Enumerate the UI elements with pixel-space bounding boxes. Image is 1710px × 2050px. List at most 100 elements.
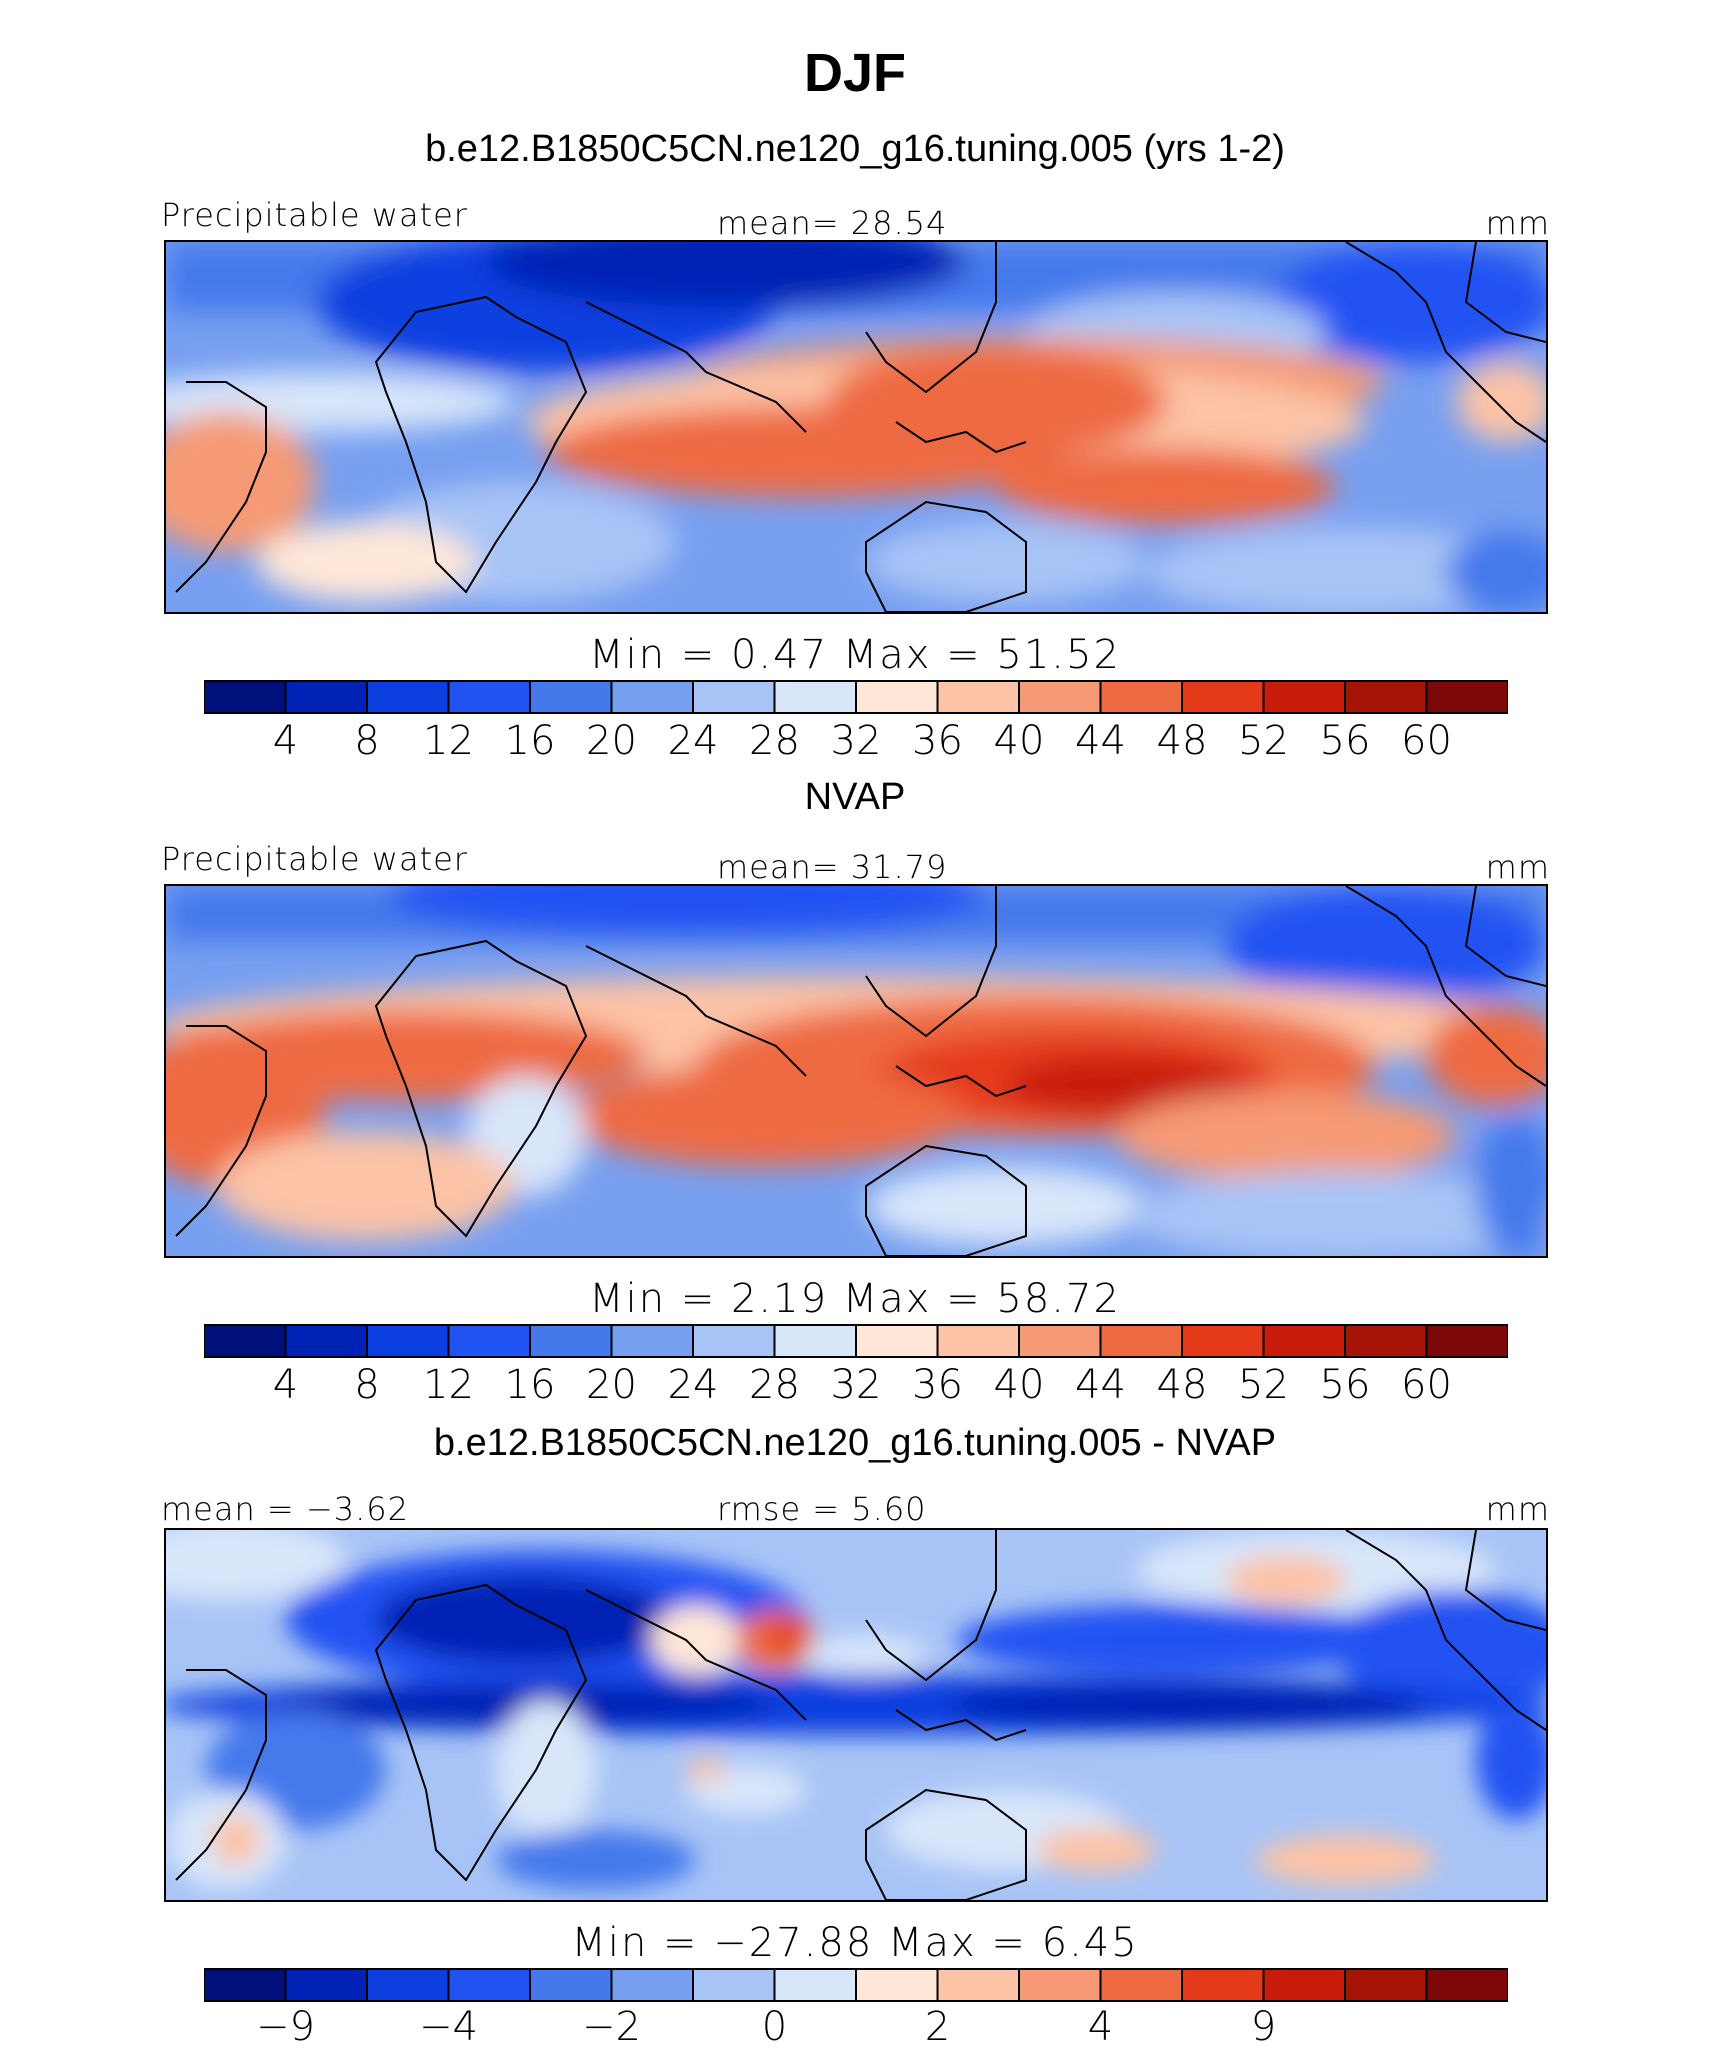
colorbar-swatch bbox=[529, 680, 613, 714]
colorbar-tick-label: 16 bbox=[504, 1362, 556, 1408]
panel-3-map bbox=[164, 1528, 1548, 1902]
colorbar-tick-label: 4 bbox=[272, 1362, 299, 1408]
colorbar-tick-label: 44 bbox=[1075, 718, 1126, 764]
colorbar-swatch bbox=[1344, 680, 1428, 714]
colorbar-swatch bbox=[1262, 1968, 1346, 2002]
colorbar-swatch bbox=[366, 1324, 450, 1358]
panel-2-map bbox=[164, 884, 1548, 1258]
panel-1-title: b.e12.B1850C5CN.ne120_g16.tuning.005 (yr… bbox=[425, 128, 1285, 170]
colorbar-tick-label: 9 bbox=[1250, 2004, 1277, 2050]
colorbar-swatch bbox=[1344, 1968, 1428, 2002]
colorbar-tick-label: 56 bbox=[1319, 1362, 1371, 1408]
colorbar-tick-label: 36 bbox=[912, 1362, 963, 1408]
panel-3-minmax-label: Min = −27.88 Max = 6.45 bbox=[571, 1920, 1139, 1966]
colorbar-tick-label: 60 bbox=[1401, 1362, 1452, 1408]
colorbar-tick-label: 4 bbox=[272, 718, 299, 764]
colorbar-tick-label: 48 bbox=[1156, 718, 1208, 764]
colorbar-tick-label: 4 bbox=[1087, 2004, 1114, 2050]
colorbar-swatch bbox=[773, 1968, 857, 2002]
panel-2-title: NVAP bbox=[804, 776, 906, 818]
colorbar-tick-label: 2 bbox=[924, 2004, 951, 2050]
colorbar-tick-label: 12 bbox=[423, 718, 474, 764]
colorbar-swatch bbox=[284, 1968, 368, 2002]
panel-3-mean-label: mean = −3.62 bbox=[161, 1490, 409, 1528]
colorbar-svg bbox=[203, 680, 1509, 714]
colorbar-swatch bbox=[529, 1968, 613, 2002]
colorbar-swatch bbox=[203, 1324, 287, 1358]
colorbar-swatch bbox=[610, 680, 694, 714]
panel-2-minmax-label: Min = 2.19 Max = 58.72 bbox=[589, 1276, 1121, 1322]
panel-2-colorbar bbox=[203, 1324, 1509, 1358]
colorbar-swatch bbox=[855, 1324, 939, 1358]
colorbar-swatch bbox=[203, 1968, 287, 2002]
colorbar-swatch bbox=[1425, 1324, 1509, 1358]
colorbar-swatch bbox=[692, 1324, 776, 1358]
colorbar-swatch bbox=[1425, 1968, 1509, 2002]
colorbar-tick-label: 40 bbox=[993, 718, 1045, 764]
colorbar-swatch bbox=[1018, 680, 1102, 714]
colorbar-tick-label: −9 bbox=[256, 2004, 315, 2050]
colorbar-tick-label: −2 bbox=[582, 2004, 641, 2050]
colorbar-swatch bbox=[773, 1324, 857, 1358]
panel-1-colorbar bbox=[203, 680, 1509, 714]
panel-1-minmax-label: Min = 0.47 Max = 51.52 bbox=[589, 632, 1121, 678]
colorbar-tick-label: 24 bbox=[667, 718, 719, 764]
colorbar-tick-label: 12 bbox=[423, 1362, 474, 1408]
panel-2-variable-label: Precipitable water bbox=[161, 840, 468, 878]
colorbar-tick-label: 20 bbox=[586, 1362, 637, 1408]
panel-3-units-label: mm bbox=[1485, 1490, 1550, 1528]
colorbar-tick-label: 20 bbox=[586, 718, 637, 764]
colorbar-tick-label: 28 bbox=[749, 1362, 800, 1408]
colorbar-tick-label: 56 bbox=[1319, 718, 1371, 764]
colorbar-swatch bbox=[692, 1968, 776, 2002]
colorbar-swatch bbox=[1181, 1324, 1265, 1358]
colorbar-tick-label: 28 bbox=[749, 718, 800, 764]
panel-3-title: b.e12.B1850C5CN.ne120_g16.tuning.005 - N… bbox=[433, 1422, 1277, 1464]
colorbar-swatch bbox=[1262, 680, 1346, 714]
colorbar-swatch bbox=[447, 1968, 531, 2002]
colorbar-swatch bbox=[936, 680, 1020, 714]
colorbar-tick-label: 52 bbox=[1238, 718, 1289, 764]
colorbar-tick-label: 52 bbox=[1238, 1362, 1289, 1408]
figure-title: DJF bbox=[803, 43, 906, 103]
colorbar-swatch bbox=[447, 680, 531, 714]
colorbar-tick-label: 60 bbox=[1401, 718, 1452, 764]
colorbar-swatch bbox=[284, 680, 368, 714]
colorbar-tick-label: 24 bbox=[667, 1362, 719, 1408]
colorbar-tick-label: 48 bbox=[1156, 1362, 1208, 1408]
colorbar-swatch bbox=[1099, 1324, 1183, 1358]
colorbar-tick-label: 44 bbox=[1075, 1362, 1126, 1408]
colorbar-swatch bbox=[1099, 1968, 1183, 2002]
colorbar-swatch bbox=[936, 1968, 1020, 2002]
colorbar-tick-label: 8 bbox=[354, 1362, 380, 1408]
colorbar-swatch bbox=[203, 680, 287, 714]
colorbar-tick-label: 32 bbox=[830, 1362, 882, 1408]
panel-2-units-label: mm bbox=[1485, 848, 1550, 886]
colorbar-swatch bbox=[447, 1324, 531, 1358]
colorbar-swatch bbox=[855, 1968, 939, 2002]
colorbar-tick-label: 36 bbox=[912, 718, 963, 764]
colorbar-swatch bbox=[1018, 1324, 1102, 1358]
colorbar-tick-label: 40 bbox=[993, 1362, 1045, 1408]
panel-1-map bbox=[164, 240, 1548, 614]
colorbar-swatch bbox=[1425, 680, 1509, 714]
colorbar-swatch bbox=[610, 1968, 694, 2002]
colorbar-swatch bbox=[1099, 680, 1183, 714]
colorbar-tick-label: 8 bbox=[354, 718, 380, 764]
colorbar-swatch bbox=[610, 1324, 694, 1358]
colorbar-swatch bbox=[1018, 1968, 1102, 2002]
colorbar-swatch bbox=[936, 1324, 1020, 1358]
panel-3-colorbar bbox=[203, 1968, 1509, 2002]
colorbar-svg bbox=[203, 1968, 1509, 2002]
panel-1-variable-label: Precipitable water bbox=[161, 196, 468, 234]
colorbar-swatch bbox=[284, 1324, 368, 1358]
colorbar-swatch bbox=[773, 680, 857, 714]
colorbar-swatch bbox=[692, 680, 776, 714]
panel-3-rmse-label: rmse = 5.60 bbox=[717, 1490, 927, 1528]
colorbar-swatch bbox=[855, 680, 939, 714]
colorbar-tick-label: 32 bbox=[830, 718, 882, 764]
colorbar-swatch bbox=[366, 680, 450, 714]
colorbar-swatch bbox=[1181, 1968, 1265, 2002]
panel-2-mean-label: mean= 31.79 bbox=[717, 848, 948, 886]
panel-1-mean-label: mean= 28.54 bbox=[717, 204, 948, 242]
